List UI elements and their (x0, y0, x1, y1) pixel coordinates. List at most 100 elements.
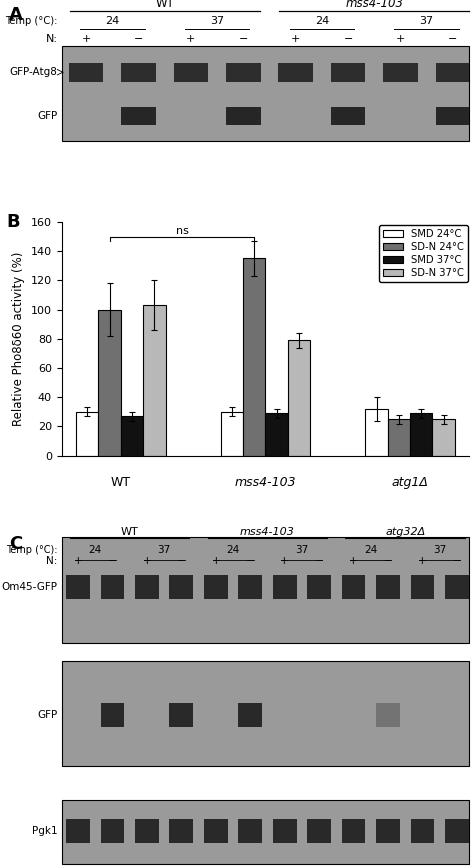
Text: +: + (418, 556, 427, 566)
Bar (411, 575, 434, 600)
Bar (204, 819, 228, 843)
Bar (376, 702, 400, 727)
Bar (376, 819, 400, 843)
Bar (410, 413, 432, 456)
Text: −: − (384, 556, 392, 566)
Text: Temp (°C):: Temp (°C): (6, 545, 57, 556)
Text: +: + (82, 34, 91, 44)
Text: 24: 24 (89, 545, 102, 556)
Text: +: + (396, 34, 405, 44)
Text: 37: 37 (157, 545, 171, 556)
Text: 37: 37 (433, 545, 447, 556)
Bar (226, 63, 261, 82)
Text: −: − (344, 34, 353, 44)
Text: WT: WT (111, 476, 131, 489)
Text: GFP: GFP (37, 710, 57, 720)
Bar (243, 259, 265, 456)
Bar (62, 46, 469, 141)
Bar (331, 107, 365, 125)
Bar (100, 819, 124, 843)
Bar (100, 702, 124, 727)
Bar (376, 575, 400, 600)
Bar (365, 409, 388, 456)
Bar (66, 819, 90, 843)
Text: N:: N: (46, 34, 57, 44)
Bar (226, 107, 261, 125)
Bar (238, 819, 262, 843)
Bar (307, 819, 331, 843)
Text: −: − (246, 556, 255, 566)
Text: mss4-103: mss4-103 (240, 527, 295, 536)
Bar (170, 702, 193, 727)
Bar (121, 417, 143, 456)
Bar (121, 63, 156, 82)
Y-axis label: Relative Pho8δ60 activity (%): Relative Pho8δ60 activity (%) (12, 252, 25, 426)
Text: 24: 24 (227, 545, 240, 556)
Bar (221, 411, 243, 456)
Text: mss4-103: mss4-103 (346, 0, 403, 10)
Bar (69, 63, 103, 82)
Text: +: + (281, 556, 289, 566)
Text: −: − (453, 556, 461, 566)
Text: Om45-GFP: Om45-GFP (1, 582, 57, 592)
Text: B: B (7, 213, 20, 231)
Bar (66, 575, 90, 600)
Legend: SMD 24°C, SD-N 24°C, SMD 37°C, SD-N 37°C: SMD 24°C, SD-N 24°C, SMD 37°C, SD-N 37°C (380, 225, 468, 281)
Bar (278, 63, 313, 82)
Text: +: + (186, 34, 196, 44)
Bar (342, 575, 365, 600)
Bar (436, 107, 470, 125)
Bar (342, 819, 365, 843)
Text: C: C (9, 535, 22, 553)
Text: −: − (134, 34, 143, 44)
Text: N:: N: (46, 556, 57, 566)
Text: 24: 24 (315, 16, 329, 25)
Text: 37: 37 (295, 545, 309, 556)
Text: WT: WT (155, 0, 174, 10)
Bar (100, 575, 124, 600)
Bar (331, 63, 365, 82)
Text: Temp (°C):: Temp (°C): (5, 16, 57, 25)
Bar (62, 536, 469, 643)
Bar (273, 575, 297, 600)
Text: +: + (349, 556, 358, 566)
Text: 37: 37 (210, 16, 224, 25)
Bar (436, 63, 470, 82)
Bar (62, 661, 469, 766)
Bar (445, 819, 469, 843)
Text: 37: 37 (419, 16, 434, 25)
Text: +: + (143, 556, 151, 566)
Text: +: + (211, 556, 220, 566)
Text: −: − (108, 556, 117, 566)
Bar (238, 702, 262, 727)
Bar (383, 63, 418, 82)
Bar (265, 413, 288, 456)
Text: atg32Δ: atg32Δ (385, 527, 426, 536)
Text: −: − (238, 34, 248, 44)
Text: −: − (448, 34, 457, 44)
Text: GFP: GFP (37, 111, 57, 121)
Text: −: − (177, 556, 186, 566)
Text: 24: 24 (105, 16, 119, 25)
Bar (143, 306, 165, 456)
Text: +: + (73, 556, 82, 566)
Bar (432, 419, 455, 456)
Bar (76, 411, 99, 456)
Bar (273, 819, 297, 843)
Bar (170, 819, 193, 843)
Text: Pgk1: Pgk1 (32, 826, 57, 836)
Bar (238, 575, 262, 600)
Text: −: − (315, 556, 324, 566)
Text: +: + (291, 34, 301, 44)
Text: 24: 24 (364, 545, 377, 556)
Bar (62, 800, 469, 864)
Text: A: A (9, 6, 22, 24)
Bar (411, 819, 434, 843)
Bar (388, 419, 410, 456)
Bar (121, 107, 156, 125)
Bar (307, 575, 331, 600)
Bar (99, 310, 121, 456)
Bar (135, 819, 159, 843)
Text: WT: WT (121, 527, 138, 536)
Text: GFP-Atg8: GFP-Atg8 (9, 67, 57, 77)
